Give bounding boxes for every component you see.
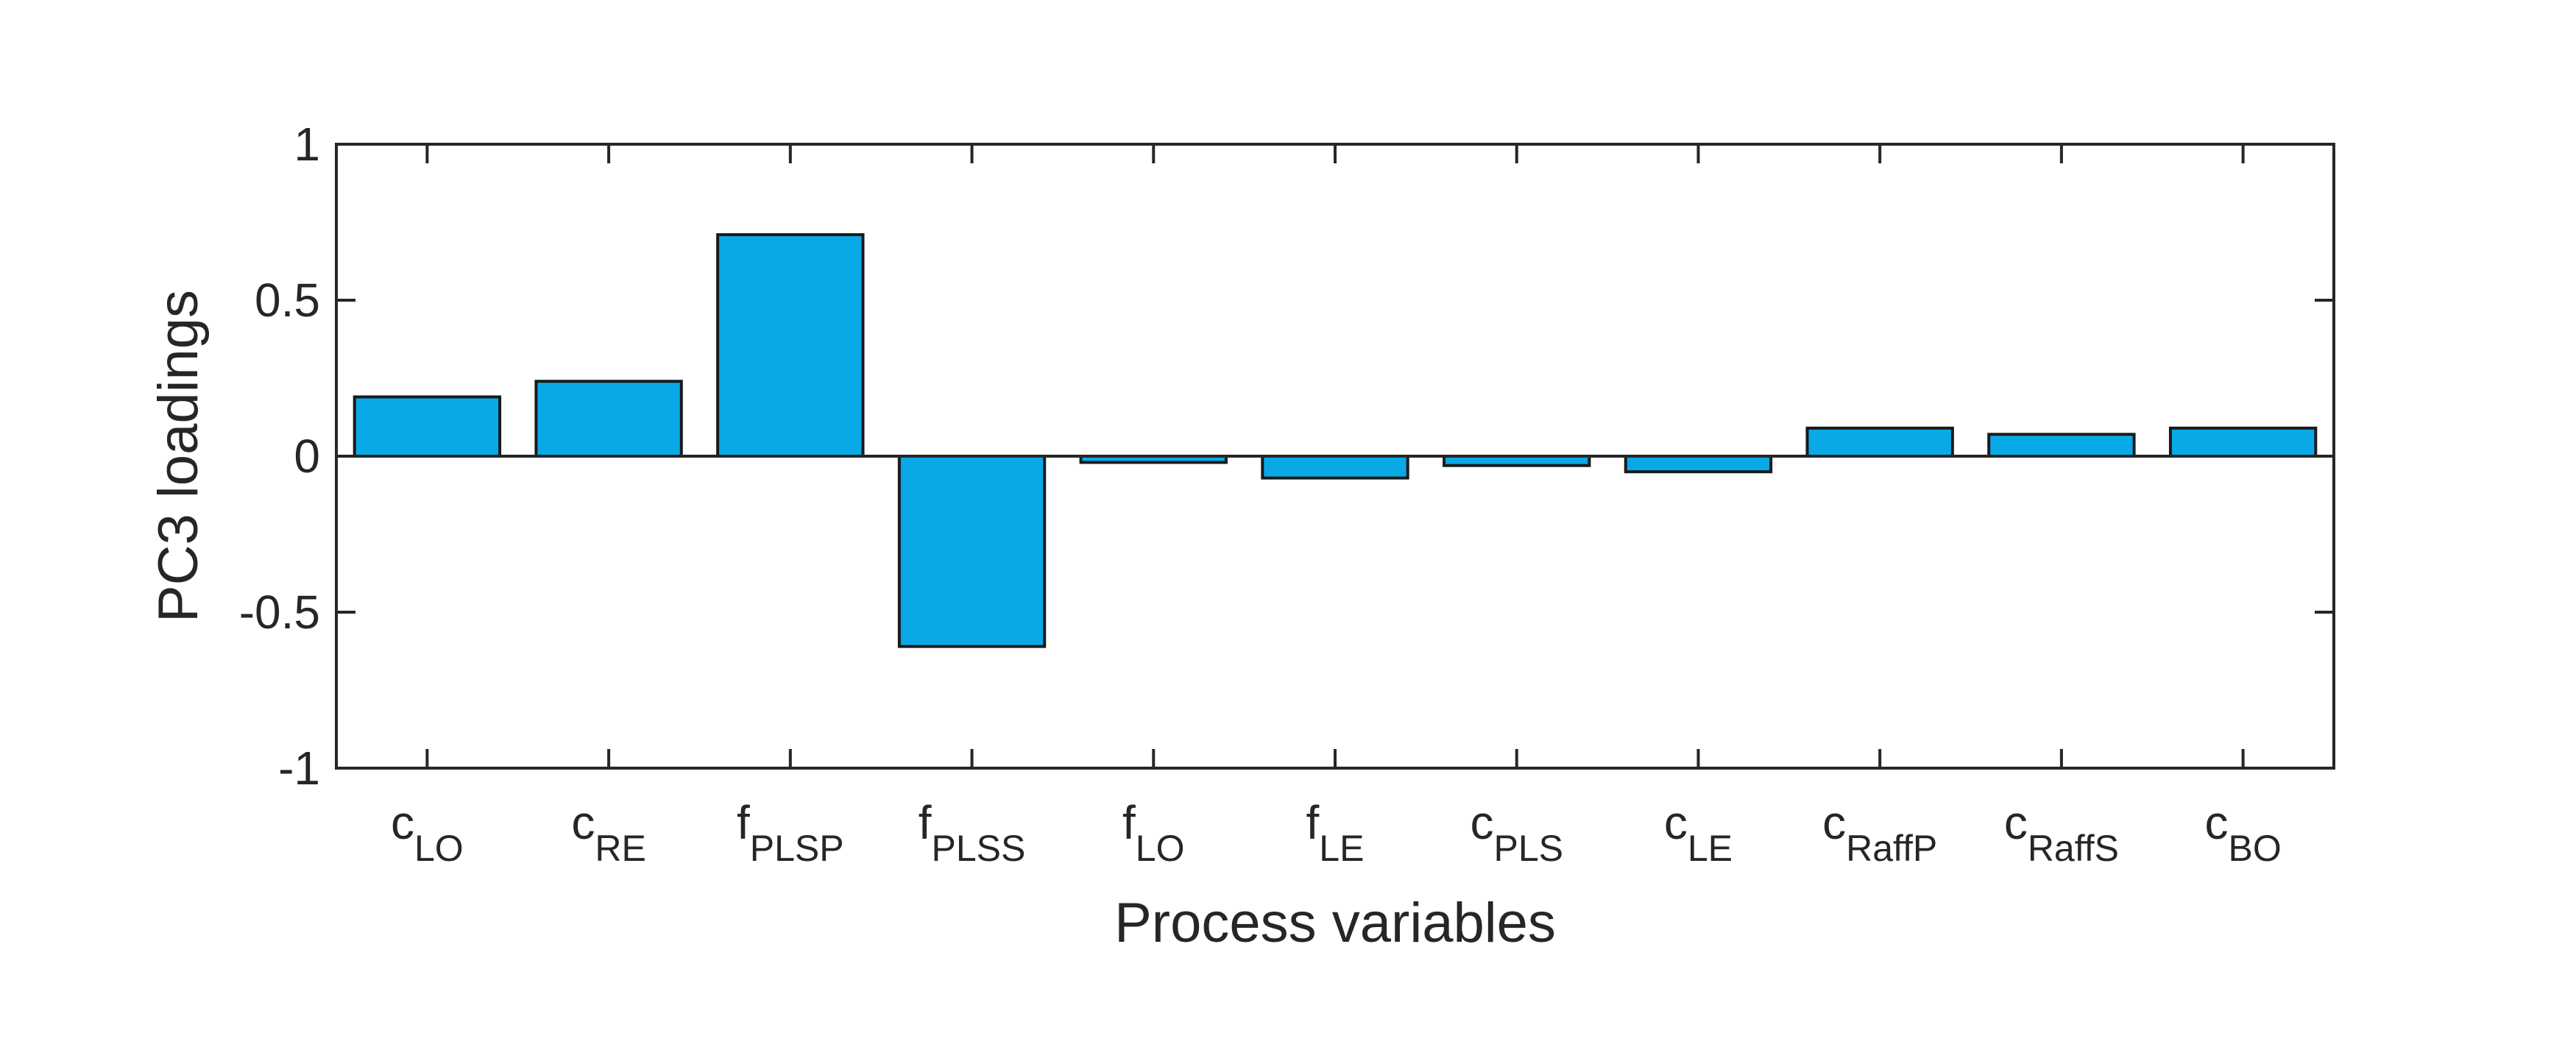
x-tick-label: cBO [2205,796,2282,869]
ticks-layer [336,143,2334,770]
x-tick-label: fLE [1306,796,1365,869]
y-tick-label: -1 [278,742,320,795]
x-tick-label: cLO [391,796,464,869]
y-axis-title: PC3 loadings [147,290,210,622]
bar [897,455,1047,648]
x-axis-title: Process variables [1114,892,1556,954]
bars-layer [353,233,2318,648]
y-tick-label: -0.5 [239,586,320,639]
x-tick-label: fPLSP [737,796,844,869]
y-tick-label: 0.5 [255,274,320,327]
bar [1987,433,2136,458]
bar [2168,426,2318,458]
y-tick-labels: -1 -0.5 0 0.5 1 [239,118,320,795]
x-tick-label: cRE [571,796,645,869]
x-tick-label: cPLS [1470,796,1563,869]
x-tick-labels: cLO cRE fPLSP fPLSS fLO fLE cPLS cLE cRaffP cRaff… [391,796,2282,869]
bar [1624,455,1773,474]
bar [1261,455,1409,480]
x-tick-label: cLE [1664,796,1733,869]
bar [1805,426,1954,458]
x-tick-label: fPLSS [919,796,1026,869]
y-tick-label: 0 [294,430,320,483]
x-tick-label: fLO [1122,796,1184,869]
bar [353,395,502,458]
x-tick-label: cRaffP [1822,796,1937,869]
bar [534,380,683,458]
y-tick-label: 1 [294,118,320,171]
x-tick-label: cRaffS [2004,796,2119,869]
bar [716,233,865,458]
